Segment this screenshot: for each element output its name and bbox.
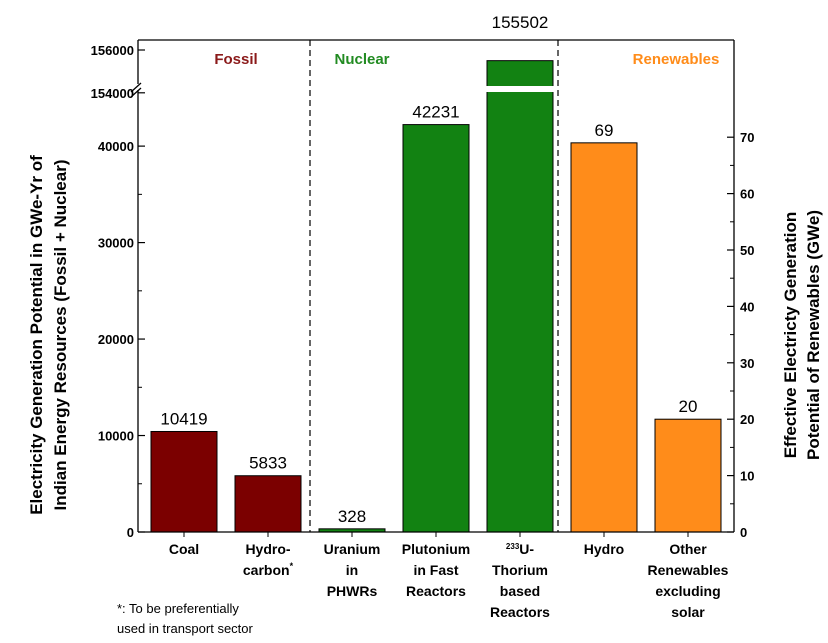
left-tick-label-1: 10000 [98, 429, 134, 444]
right-axis-title-line2: Potential of Renewables (GWe) [804, 210, 823, 460]
left-axis: 0 10000 20000 30000 40000 154000 156000 [91, 43, 145, 540]
value-label-6: 20 [679, 397, 698, 416]
category-label-4-0: 233U- [506, 541, 534, 557]
category-label-6-1: Renewables [648, 562, 729, 578]
category-label-0-0: Coal [169, 541, 199, 557]
left-tick-label-4: 40000 [98, 139, 134, 154]
right-tick-label-2: 20 [740, 412, 754, 427]
category-label-4-3: Reactors [490, 604, 550, 620]
left-tick-label-5: 154000 [91, 86, 134, 101]
bar-5 [570, 142, 638, 533]
group-label-nuclear: Nuclear [334, 51, 389, 68]
left-tick-label-3: 30000 [98, 236, 134, 251]
right-axis-title-line1: Effective Electricty Generation [781, 212, 800, 459]
value-labels: 10419 5833 328 42231 155502 69 20 [160, 13, 697, 526]
group-labels: Fossil Nuclear Renewables [214, 51, 719, 68]
category-label-2-2: PHWRs [327, 583, 378, 599]
category-label-3-1: in Fast [413, 562, 458, 578]
right-tick-label-1: 10 [740, 469, 754, 484]
right-tick-label-0: 0 [740, 525, 747, 540]
right-tick-label-4: 40 [740, 299, 754, 314]
left-axis-title-line1: Electricity Generation Potential in GWe-… [27, 155, 46, 515]
value-label-4: 155502 [492, 13, 549, 32]
category-label-3-2: Reactors [406, 583, 466, 599]
axis-break-gap [132, 84, 144, 90]
bar-6 [654, 418, 722, 533]
category-label-6-2: excluding [655, 583, 720, 599]
category-label-1-1: carbon* [243, 561, 294, 578]
category-label-2-0: Uranium [324, 541, 381, 557]
footnote-line2: used in transport sector [117, 621, 254, 636]
right-tick-label-7: 70 [740, 130, 754, 145]
left-tick-label-2: 20000 [98, 332, 134, 347]
left-tick-label-0: 0 [127, 525, 134, 540]
left-tick-label-6: 156000 [91, 43, 134, 58]
axis-break-mark-1 [130, 82, 142, 93]
bar-3 [402, 124, 470, 533]
value-label-5: 69 [595, 121, 614, 140]
bar-1 [234, 475, 302, 533]
plot-frame [130, 39, 735, 537]
value-label-1: 5833 [249, 454, 287, 473]
bars-layer [150, 60, 722, 533]
bar-0 [150, 430, 218, 533]
group-label-fossil: Fossil [214, 51, 257, 68]
right-axis: 0 10 20 30 40 50 60 70 [727, 130, 754, 540]
right-tick-label-6: 60 [740, 187, 754, 202]
category-label-6-0: Other [669, 541, 707, 557]
left-axis-title-line2: Indian Energy Resources (Fossil + Nuclea… [51, 160, 70, 511]
category-label-6-3: solar [671, 604, 705, 620]
group-label-renewables: Renewables [633, 51, 720, 68]
bar-4 [486, 60, 554, 533]
axis-break-mark-2 [130, 87, 142, 98]
category-label-3-0: Plutonium [402, 541, 470, 557]
category-labels: Coal Hydro-carbon* Uranium in PHWRs Plutonium… [169, 541, 729, 620]
value-label-2: 328 [338, 507, 366, 526]
category-label-4-1: Thorium [492, 562, 548, 578]
category-label-4-2: based [500, 583, 540, 599]
value-label-3: 42231 [412, 103, 459, 122]
right-tick-label-3: 30 [740, 356, 754, 371]
footnote-line1: *: To be preferentially [117, 601, 239, 616]
right-tick-label-5: 50 [740, 243, 754, 258]
category-label-5-0: Hydro [584, 541, 624, 557]
bar-break-4 [486, 86, 554, 92]
value-label-0: 10419 [160, 409, 207, 428]
category-label-2-1: in [346, 562, 358, 578]
category-label-1-0: Hydro- [245, 541, 290, 557]
